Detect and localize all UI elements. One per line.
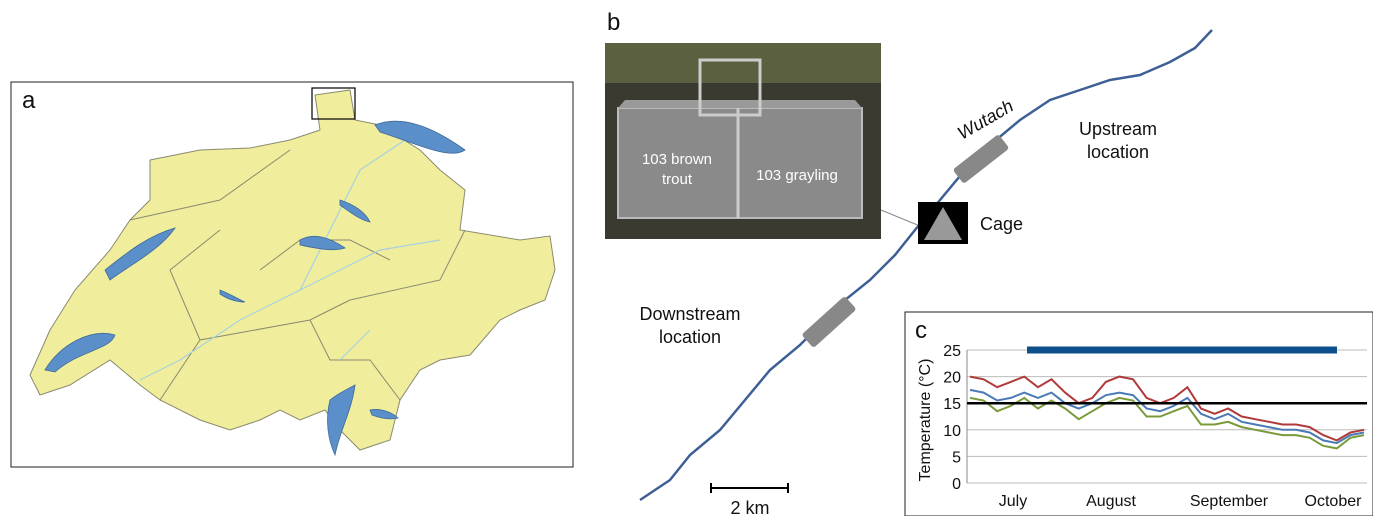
y-tick-label: 10 <box>943 423 961 440</box>
figure: a b 103 brown trout 103 grayling Cage Wu… <box>0 0 1373 516</box>
upstream-label: location <box>1087 142 1149 162</box>
upstream-site <box>953 134 1010 184</box>
panel-letter: b <box>607 9 620 36</box>
panel-c-frame <box>905 312 1373 516</box>
y-tick-label: 5 <box>952 449 961 466</box>
y-axis-title: Temperature (°C) <box>917 359 934 482</box>
page: a b 103 brown trout 103 grayling Cage Wu… <box>0 0 1373 516</box>
photo-label: 103 grayling <box>756 167 838 184</box>
photo-label: trout <box>662 171 693 188</box>
y-tick-label: 20 <box>943 370 961 387</box>
photo-label: 103 brown <box>642 151 712 168</box>
y-tick-label: 0 <box>952 476 961 493</box>
cage-label: Cage <box>980 214 1023 234</box>
cage-top <box>618 100 862 108</box>
downstream-site <box>801 296 856 348</box>
downstream-label: location <box>659 327 721 347</box>
river-name: Wutach <box>954 96 1017 144</box>
scale-label: 2 km <box>730 498 769 516</box>
x-tick-label: October <box>1305 493 1363 510</box>
upstream-label: Upstream <box>1079 119 1157 139</box>
scale-bar <box>711 483 788 493</box>
panel-letter: a <box>22 87 36 114</box>
x-tick-label: September <box>1190 493 1269 510</box>
x-tick-label: August <box>1086 493 1136 510</box>
x-tick-label: July <box>999 493 1027 510</box>
photo-background <box>605 43 881 83</box>
downstream-label: Downstream <box>639 304 740 324</box>
y-tick-label: 25 <box>943 343 961 360</box>
photo-connector <box>881 210 920 226</box>
panel-letter: c <box>915 317 927 344</box>
y-tick-label: 15 <box>943 396 961 413</box>
